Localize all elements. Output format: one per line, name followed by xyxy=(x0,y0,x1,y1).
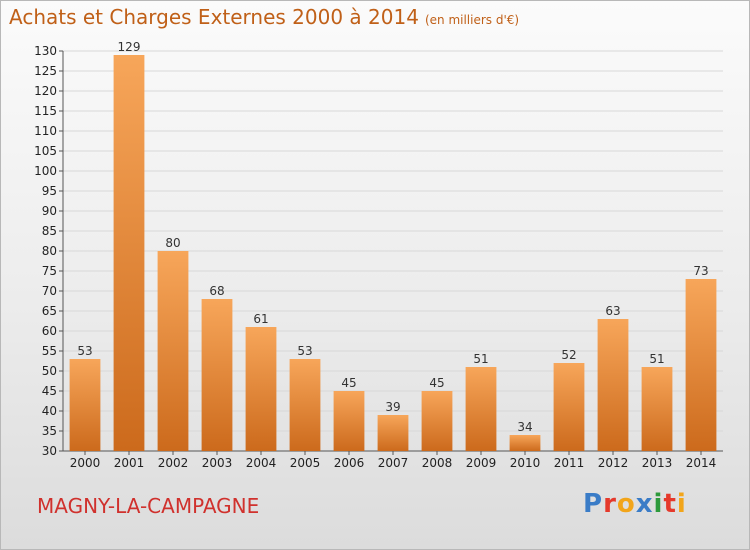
logo-letter: P xyxy=(583,489,604,519)
logo-letter: t xyxy=(663,489,677,519)
proxiti-logo: Proxiti xyxy=(583,489,687,519)
bar-2009 xyxy=(465,367,497,451)
x-tick-label-2014: 2014 xyxy=(686,456,717,470)
x-tick-label-2011: 2011 xyxy=(554,456,585,470)
commune-name: MAGNY-LA-CAMPAGNE xyxy=(37,494,260,518)
value-label-2008: 45 xyxy=(429,376,444,390)
bar-2011 xyxy=(553,363,585,451)
x-tick-label-2001: 2001 xyxy=(114,456,145,470)
chart-title: Achats et Charges Externes 2000 à 2014 (e… xyxy=(9,5,519,29)
bar-2005 xyxy=(289,359,321,451)
bar-2013 xyxy=(641,367,673,451)
y-tick-label: 60 xyxy=(42,324,57,338)
y-tick-label: 110 xyxy=(34,124,57,138)
x-tick-label-2003: 2003 xyxy=(202,456,233,470)
value-label-2010: 34 xyxy=(517,420,532,434)
x-tick-label-2007: 2007 xyxy=(378,456,409,470)
x-tick-label-2005: 2005 xyxy=(290,456,321,470)
chart-unit: (en milliers d'€) xyxy=(424,13,520,27)
y-tick-label: 80 xyxy=(42,244,57,258)
value-label-2005: 53 xyxy=(297,344,312,358)
bar-2010 xyxy=(509,435,541,451)
y-tick-label: 65 xyxy=(42,304,57,318)
y-tick-label: 50 xyxy=(42,364,57,378)
value-label-2003: 68 xyxy=(209,284,224,298)
x-tick-label-2013: 2013 xyxy=(642,456,673,470)
y-tick-label: 120 xyxy=(34,84,57,98)
bar-2002 xyxy=(157,251,189,451)
value-label-2012: 63 xyxy=(605,304,620,318)
y-tick-label: 125 xyxy=(34,64,57,78)
value-label-2000: 53 xyxy=(77,344,92,358)
value-label-2001: 129 xyxy=(118,40,141,54)
y-tick-label: 40 xyxy=(42,404,57,418)
x-tick-label-2002: 2002 xyxy=(158,456,189,470)
value-label-2014: 73 xyxy=(693,264,708,278)
x-tick-label-2006: 2006 xyxy=(334,456,365,470)
value-label-2002: 80 xyxy=(165,236,180,250)
x-tick-label-2008: 2008 xyxy=(422,456,453,470)
value-label-2009: 51 xyxy=(473,352,488,366)
logo-letter: o xyxy=(616,489,636,519)
value-label-2013: 51 xyxy=(649,352,664,366)
value-label-2004: 61 xyxy=(253,312,268,326)
y-tick-label: 85 xyxy=(42,224,57,238)
bars xyxy=(69,55,717,451)
bar-2000 xyxy=(69,359,101,451)
y-tick-label: 30 xyxy=(42,444,57,458)
y-tick-label: 45 xyxy=(42,384,57,398)
logo-letter: i xyxy=(676,489,687,519)
logo-letter: i xyxy=(653,489,664,519)
x-tick-label-2000: 2000 xyxy=(70,456,101,470)
bar-2003 xyxy=(201,299,233,451)
labels: 53 129 80 68 61 53 45 39 45 51 34 52 63 51 73 xyxy=(77,40,708,434)
logo-letter: r xyxy=(603,489,617,519)
y-tick-label: 90 xyxy=(42,204,57,218)
y-tick-label: 95 xyxy=(42,184,57,198)
value-label-2007: 39 xyxy=(385,400,400,414)
bar-2001 xyxy=(113,55,145,451)
bar-2004 xyxy=(245,327,277,451)
logo-letter: x xyxy=(635,489,654,519)
chart-title-text: Achats et Charges Externes 2000 à 2014 xyxy=(9,5,419,29)
x-tick-label-2012: 2012 xyxy=(598,456,629,470)
y-tick-label: 115 xyxy=(34,104,57,118)
bar-2008 xyxy=(421,391,453,451)
bar-2012 xyxy=(597,319,629,451)
y-tick-label: 70 xyxy=(42,284,57,298)
y-tick-label: 55 xyxy=(42,344,57,358)
bar-2006 xyxy=(333,391,365,451)
y-tick-label: 105 xyxy=(34,144,57,158)
value-label-2006: 45 xyxy=(341,376,356,390)
y-tick-label: 130 xyxy=(34,44,57,58)
bar-2014 xyxy=(685,279,717,451)
value-label-2011: 52 xyxy=(561,348,576,362)
x-tick-label-2004: 2004 xyxy=(246,456,277,470)
x-tick-label-2009: 2009 xyxy=(466,456,497,470)
y-tick-label: 35 xyxy=(42,424,57,438)
bar-2007 xyxy=(377,415,409,451)
y-tick-label: 75 xyxy=(42,264,57,278)
x-tick-label-2010: 2010 xyxy=(510,456,541,470)
y-tick-label: 100 xyxy=(34,164,57,178)
